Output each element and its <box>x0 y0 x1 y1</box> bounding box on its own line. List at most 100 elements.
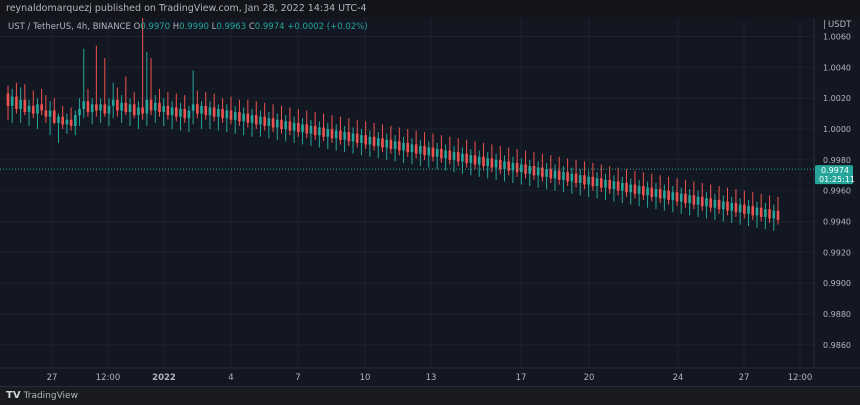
publish-header: reynaldomarquezj published on TradingVie… <box>0 0 860 18</box>
candle-body <box>498 159 502 170</box>
candle-body <box>700 196 704 207</box>
candle-body <box>587 176 590 185</box>
time-tick-label: 27 <box>739 373 750 383</box>
candle-body <box>764 209 767 217</box>
time-tick-label: 12:00 <box>96 373 121 383</box>
candle-body <box>604 179 607 188</box>
candle-body <box>200 105 203 114</box>
candle-body <box>145 99 149 114</box>
candle-body <box>616 181 620 191</box>
candle-body <box>318 127 321 136</box>
candle-body <box>709 198 712 208</box>
candle-body <box>532 166 536 176</box>
candle-body <box>364 135 367 145</box>
price-tick-label: 0.9980 <box>823 156 851 165</box>
candle-body <box>250 115 254 123</box>
candle-body <box>654 189 658 197</box>
candle-body <box>536 167 540 176</box>
candle-body <box>486 158 489 167</box>
candle-body <box>696 196 700 205</box>
candle-body <box>376 138 380 146</box>
candle-body <box>103 104 107 114</box>
time-tick-label: 17 <box>516 373 527 383</box>
legend-low-value: 0.9963 <box>216 22 247 32</box>
price-axis[interactable]: | USDT 1.00601.00401.00201.00000.99800.9… <box>823 20 852 350</box>
candle-body <box>107 105 111 114</box>
candle-body <box>473 155 477 165</box>
candle-body <box>385 139 388 148</box>
candle-body <box>191 104 195 111</box>
tradingview-logo[interactable]: TV TradingView <box>6 390 78 402</box>
candle-body <box>751 206 755 216</box>
candlestick-chart[interactable]: | USDT 1.00601.00401.00201.00000.99800.9… <box>0 18 860 386</box>
candle-body <box>414 144 418 154</box>
candle-body <box>419 145 422 154</box>
candle-body <box>124 102 128 113</box>
candle-body <box>549 169 553 179</box>
candle-body <box>15 96 18 109</box>
last-price-box <box>815 165 853 185</box>
candle-body <box>183 108 187 119</box>
candle-body <box>162 105 165 113</box>
candle-body <box>768 209 771 219</box>
last-price-countdown: 01:25:11 <box>819 175 855 184</box>
candle-body <box>175 107 178 117</box>
candle-body <box>6 93 10 106</box>
candle-body <box>275 119 279 128</box>
candle-body <box>625 182 628 193</box>
candle-body <box>166 105 170 116</box>
price-axis-unit[interactable]: USDT <box>828 20 852 30</box>
candle-body <box>301 124 304 133</box>
candle-body <box>465 153 468 163</box>
candle-body <box>204 105 208 116</box>
candle-body <box>254 115 258 125</box>
candle-body <box>238 112 241 122</box>
candle-body <box>263 116 266 126</box>
candle-body <box>663 190 666 199</box>
legend-low-key: L <box>211 22 217 32</box>
candle-body <box>179 108 182 117</box>
candle-body <box>557 170 561 180</box>
time-axis[interactable]: 27 12:00 2022 4 7 10 13 17 20 24 27 12:00 <box>47 373 813 383</box>
candle-body <box>389 139 393 150</box>
candle-body <box>393 141 397 150</box>
price-tick-label: 0.9920 <box>823 248 851 257</box>
candle-body <box>61 116 65 125</box>
candle-body <box>132 104 136 116</box>
candle-body <box>528 166 532 174</box>
candle-body <box>755 207 759 216</box>
candle-body <box>95 104 98 111</box>
candle-body <box>23 99 27 113</box>
candle-body <box>717 199 721 210</box>
price-tick-label: 1.0040 <box>823 63 851 72</box>
candle-body <box>78 108 81 116</box>
candle-body <box>730 203 734 211</box>
candle-body <box>679 193 683 202</box>
legend-open-value: 0.9970 <box>140 22 171 32</box>
chart-legend: UST / TetherUS, 4h, BINANCE O0.9970 H0.9… <box>8 21 368 33</box>
candle-body <box>233 112 237 120</box>
time-tick-label: 27 <box>47 373 58 383</box>
footer-bar: TV TradingView <box>0 386 860 405</box>
candle-body <box>705 198 708 207</box>
candle-body <box>322 127 325 137</box>
candle-body <box>242 113 245 122</box>
chart-area[interactable]: | USDT 1.0060 1.0040 1.0020 1.0000 0.9980 0.9… <box>0 18 860 386</box>
candle-body <box>658 189 662 199</box>
candle-body <box>503 161 506 170</box>
candle-body <box>553 170 557 179</box>
time-tick-label: 12:00 <box>788 373 813 383</box>
candles <box>6 18 780 231</box>
candle-body <box>461 153 464 162</box>
time-tick-label: 20 <box>584 373 595 383</box>
candle-body <box>637 186 641 194</box>
candle-body <box>292 122 296 131</box>
candle-body <box>330 129 334 139</box>
time-tick-label: 10 <box>360 373 371 383</box>
candle-body <box>271 118 275 128</box>
candle-body <box>120 102 123 111</box>
candle-body <box>477 156 481 165</box>
candle-body <box>494 159 498 168</box>
candle-body <box>646 187 649 196</box>
time-tick-label: 4 <box>228 373 233 383</box>
